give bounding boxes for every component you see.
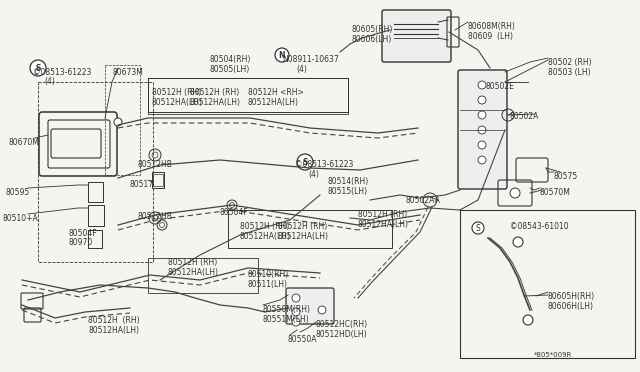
Text: N: N xyxy=(279,51,285,60)
Text: 80512HA(LH): 80512HA(LH) xyxy=(88,326,139,335)
Text: 80504F: 80504F xyxy=(68,229,97,238)
Text: 80551M(LH): 80551M(LH) xyxy=(263,315,310,324)
FancyBboxPatch shape xyxy=(286,288,334,324)
Text: 80510+A: 80510+A xyxy=(2,214,38,223)
Text: 80970: 80970 xyxy=(68,238,92,247)
Text: 80670M: 80670M xyxy=(8,138,39,147)
Text: 80606(LH): 80606(LH) xyxy=(352,35,392,44)
Text: 80570M: 80570M xyxy=(540,188,571,197)
Bar xyxy=(148,78,348,114)
Text: 80512HA(LH): 80512HA(LH) xyxy=(240,232,291,241)
Circle shape xyxy=(292,318,300,326)
Bar xyxy=(148,78,348,112)
Circle shape xyxy=(292,308,300,316)
Text: 80512HA(LH): 80512HA(LH) xyxy=(278,232,329,241)
Text: 80512H (RH): 80512H (RH) xyxy=(190,88,239,97)
Text: 80517: 80517 xyxy=(130,180,154,189)
Text: 80512HB: 80512HB xyxy=(138,160,173,169)
Circle shape xyxy=(478,126,486,134)
Text: 80503 (LH): 80503 (LH) xyxy=(548,68,591,77)
Text: 80673M: 80673M xyxy=(112,68,143,77)
Text: 80504(RH): 80504(RH) xyxy=(210,55,252,64)
Bar xyxy=(38,82,153,262)
Text: 80512HB: 80512HB xyxy=(138,212,173,221)
Bar xyxy=(228,210,392,248)
Text: 80512HA(LH): 80512HA(LH) xyxy=(168,268,219,277)
Circle shape xyxy=(275,48,289,62)
Text: 80502E: 80502E xyxy=(486,82,515,91)
Circle shape xyxy=(523,315,533,325)
Bar xyxy=(88,230,102,248)
Circle shape xyxy=(513,237,523,247)
Text: 80505(LH): 80505(LH) xyxy=(210,65,250,74)
Text: 80511(LH): 80511(LH) xyxy=(248,280,288,289)
Text: 80512HA(LH): 80512HA(LH) xyxy=(248,98,299,107)
FancyBboxPatch shape xyxy=(458,70,507,189)
Bar xyxy=(88,182,103,202)
Text: 80512H  (RH): 80512H (RH) xyxy=(88,316,140,325)
Text: 80512HA(LH): 80512HA(LH) xyxy=(190,98,241,107)
Text: S: S xyxy=(35,64,41,73)
Bar xyxy=(153,174,163,186)
Text: 80512H (RH): 80512H (RH) xyxy=(240,222,289,231)
Text: 80512H <RH>: 80512H <RH> xyxy=(248,88,304,97)
Circle shape xyxy=(478,96,486,104)
Text: ©08513-61223: ©08513-61223 xyxy=(295,160,353,169)
Bar xyxy=(152,172,164,188)
Circle shape xyxy=(472,222,484,234)
Bar xyxy=(88,205,104,226)
Text: 80512HA(LH): 80512HA(LH) xyxy=(358,220,409,229)
Text: (4): (4) xyxy=(44,77,55,86)
Text: 80550M(RH): 80550M(RH) xyxy=(263,305,311,314)
Text: 80515(LH): 80515(LH) xyxy=(328,187,368,196)
Circle shape xyxy=(478,81,486,89)
Text: *805*009R: *805*009R xyxy=(534,352,572,358)
Circle shape xyxy=(318,306,326,314)
Circle shape xyxy=(292,294,300,302)
Text: 80502A: 80502A xyxy=(510,112,540,121)
Text: 80512HD(LH): 80512HD(LH) xyxy=(316,330,367,339)
Circle shape xyxy=(30,60,46,76)
Text: ©08513-61223: ©08513-61223 xyxy=(33,68,92,77)
Bar xyxy=(105,65,140,175)
Text: (4): (4) xyxy=(296,65,307,74)
Circle shape xyxy=(114,118,122,126)
Text: 80512H (RH): 80512H (RH) xyxy=(358,210,407,219)
Text: 80575: 80575 xyxy=(554,172,579,181)
Text: 80512H (RH): 80512H (RH) xyxy=(278,222,327,231)
Text: S: S xyxy=(476,224,481,232)
Circle shape xyxy=(297,154,313,170)
Text: N08911-10637: N08911-10637 xyxy=(282,55,339,64)
Circle shape xyxy=(510,188,520,198)
Text: 80514(RH): 80514(RH) xyxy=(328,177,369,186)
FancyBboxPatch shape xyxy=(382,10,451,62)
Bar xyxy=(460,210,635,358)
Text: 80595: 80595 xyxy=(5,188,29,197)
Text: 80605(RH): 80605(RH) xyxy=(352,25,394,34)
Text: (4): (4) xyxy=(308,170,319,179)
Text: 80502AA: 80502AA xyxy=(406,196,441,205)
Text: 80609  (LH): 80609 (LH) xyxy=(468,32,513,41)
Text: 80605H(RH): 80605H(RH) xyxy=(548,292,595,301)
Text: 80550A: 80550A xyxy=(288,335,317,344)
Circle shape xyxy=(478,141,486,149)
Text: 80504F: 80504F xyxy=(220,208,248,217)
Text: 80502 (RH): 80502 (RH) xyxy=(548,58,591,67)
Bar xyxy=(148,258,258,293)
Text: 80510(RH): 80510(RH) xyxy=(248,270,289,279)
Text: 80608M(RH): 80608M(RH) xyxy=(468,22,516,31)
Text: ©08543-61010: ©08543-61010 xyxy=(510,222,568,231)
Text: 80512H (RH): 80512H (RH) xyxy=(152,88,201,97)
Text: 80512H (RH): 80512H (RH) xyxy=(168,258,217,267)
Circle shape xyxy=(478,111,486,119)
Text: 80606H(LH): 80606H(LH) xyxy=(548,302,594,311)
Text: S: S xyxy=(302,157,308,167)
Text: 80512HA(LH): 80512HA(LH) xyxy=(152,98,203,107)
Circle shape xyxy=(478,156,486,164)
Text: 80512HC(RH): 80512HC(RH) xyxy=(316,320,368,329)
